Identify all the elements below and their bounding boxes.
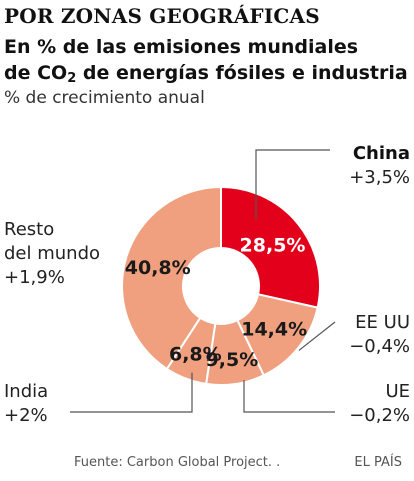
title-co-text: de CO — [4, 62, 68, 84]
chart-title: En % de las emisiones mundiales de CO2 d… — [4, 34, 414, 92]
label-ue-name: UE — [385, 381, 410, 402]
slice-resto-del-mundo — [121, 185, 222, 371]
slice-label-ue: 9,5% — [206, 349, 259, 371]
label-china-name: China — [352, 143, 410, 164]
slice-china — [220, 185, 321, 309]
label-eeuu-growth: −0,4% — [349, 336, 410, 357]
leader-lines — [70, 149, 336, 413]
leader-india — [70, 372, 193, 413]
label-resto-line1: Resto — [4, 219, 55, 240]
label-resto: Resto del mundo +1,9% — [4, 218, 100, 290]
label-resto-growth: +1,9% — [4, 267, 65, 288]
label-india: India +2% — [4, 380, 48, 428]
leader-china — [255, 149, 330, 220]
title-line-2: de CO2 de energías fósiles e industria — [4, 60, 414, 92]
chart-subtitle: % de crecimiento anual — [4, 88, 205, 108]
slice-label-ee-uu: 14,4% — [241, 318, 307, 340]
label-resto-line2: del mundo — [4, 243, 101, 264]
label-ue: UE −0,2% — [349, 380, 410, 428]
label-ue-growth: −0,2% — [349, 405, 410, 426]
slice-label-china: 28,5% — [240, 235, 306, 257]
label-china: China +3,5% — [349, 142, 410, 190]
slice-label-india: 6,8% — [169, 343, 222, 365]
leader-eeuu — [298, 321, 336, 351]
leader-ue — [243, 379, 335, 413]
brand-credit: EL PAÍS — [354, 455, 402, 470]
label-china-growth: +3,5% — [349, 167, 410, 188]
label-eeuu: EE UU −0,4% — [349, 311, 410, 359]
title-co2-subscript: 2 — [67, 71, 77, 86]
donut-slices — [121, 185, 321, 386]
kicker-heading: POR ZONAS GEOGRÁFICAS — [4, 4, 320, 28]
title-rest-text: de energías fósiles e industria — [76, 62, 408, 84]
source-note: Fuente: Carbon Global Project. . — [74, 455, 281, 470]
slice-value-labels: 28,5% 14,4% 9,5%6,8% 40,8% — [125, 235, 307, 371]
slice-label-resto-del-mundo: 40,8% — [125, 257, 191, 279]
label-india-growth: +2% — [4, 405, 48, 426]
label-india-name: India — [4, 381, 49, 402]
title-line-1: En % de las emisiones mundiales — [4, 36, 359, 58]
label-eeuu-name: EE UU — [355, 312, 410, 333]
